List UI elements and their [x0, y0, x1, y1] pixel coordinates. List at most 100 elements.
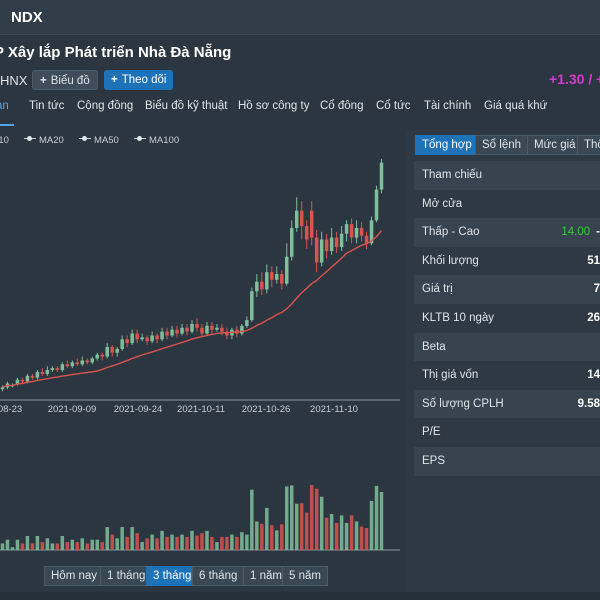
follow-button[interactable]: + Theo dõi — [104, 70, 174, 90]
volume-bar — [200, 533, 204, 550]
row-label: Khối lượng — [422, 254, 479, 267]
tab-technical-chart[interactable]: Biểu đồ kỹ thuật — [145, 100, 228, 112]
tab-statistics[interactable]: Thố — [577, 135, 600, 155]
volume-bar — [349, 515, 354, 550]
volume-bar — [245, 534, 249, 550]
candle-body — [220, 327, 224, 332]
volume-bar — [364, 528, 369, 550]
volume-bar — [120, 527, 124, 550]
volume-bar — [95, 539, 99, 550]
range-today[interactable]: Hôm nay — [44, 566, 105, 586]
legend-marker-icon — [24, 136, 36, 142]
candle-body — [260, 281, 264, 290]
candle-body — [130, 333, 134, 344]
candle-body — [210, 325, 214, 330]
candle-body — [265, 272, 269, 290]
active-tab-indicator — [0, 124, 14, 126]
volume-bar — [299, 503, 304, 550]
candle-body — [289, 227, 294, 257]
volume-bar — [334, 522, 339, 550]
volume-bar — [270, 525, 274, 550]
row-volume: Khối lượng 51 — [414, 247, 600, 276]
volume-bar — [45, 538, 50, 550]
volume-bar — [294, 503, 299, 550]
range-3-months[interactable]: 3 tháng — [146, 566, 199, 586]
candle-body — [75, 362, 80, 365]
volume-bar — [230, 534, 234, 550]
row-value-traded: Giá trị 7 — [414, 275, 600, 304]
volume-bar — [255, 521, 259, 550]
tab-order-book[interactable]: Sổ lệnh — [475, 135, 529, 155]
volume-bar — [195, 535, 199, 550]
range-5-years[interactable]: 5 năm — [282, 566, 328, 586]
volume-bar — [309, 485, 314, 550]
candle-body — [140, 337, 144, 340]
volume-bar — [135, 533, 139, 550]
price-chart[interactable]: 08-23 2021-09-09 2021-09-24 2021-10-11 2021-… — [0, 150, 400, 555]
candle-body — [20, 379, 25, 382]
volume-bar — [314, 488, 319, 550]
legend-item[interactable]: MA100 — [134, 135, 179, 146]
candle-body — [215, 327, 219, 330]
row-shares-outstanding: Số lượng CPLH 9.58 — [414, 389, 600, 419]
volume-bar — [30, 543, 35, 550]
candle-body — [304, 226, 309, 240]
volume-bar — [359, 526, 364, 550]
candle-body — [255, 281, 259, 292]
tab-shareholders[interactable]: Cổ đông — [320, 100, 364, 112]
chart-button[interactable]: + Biểu đồ — [32, 70, 98, 90]
tab-news[interactable]: Tin tức — [29, 100, 65, 112]
range-1-year[interactable]: 1 năm — [243, 566, 289, 586]
volume-bar — [75, 542, 80, 550]
legend-item[interactable]: MA50 — [79, 135, 119, 146]
candle-body — [15, 379, 20, 384]
tab-overview[interactable]: an — [0, 100, 9, 112]
x-tick-label: 2021-09-24 — [114, 404, 163, 415]
volume-bar — [125, 536, 129, 550]
range-6-months[interactable]: 6 tháng — [192, 566, 245, 586]
volume-bar — [55, 543, 60, 550]
candle-body — [275, 274, 279, 280]
volume-bar — [35, 535, 40, 550]
candle-body — [95, 354, 99, 359]
tab-price-levels[interactable]: Mức giá — [527, 135, 583, 155]
volume-bar — [85, 543, 90, 550]
candle-body — [339, 233, 344, 248]
tab-summary[interactable]: Tổng hợp — [415, 135, 479, 155]
candle-body — [324, 239, 329, 251]
range-1-month[interactable]: 1 tháng — [100, 566, 153, 586]
low-value: 14.00 — [561, 226, 591, 239]
legend-item[interactable]: A10 — [0, 135, 9, 146]
volume-bar — [70, 539, 75, 550]
tab-community[interactable]: Cộng đồng — [77, 100, 134, 112]
candle-body — [280, 274, 284, 284]
candle-body — [145, 337, 149, 342]
legend-item[interactable]: MA20 — [24, 135, 64, 146]
plus-icon: + — [40, 75, 47, 87]
volume-bar — [165, 536, 169, 550]
tab-price-history[interactable]: Giá quá khứ — [484, 100, 548, 112]
tab-dividends[interactable]: Cổ tức — [376, 100, 411, 112]
candle-body — [0, 387, 5, 390]
row-label: KLTB 10 ngày — [422, 311, 495, 324]
volume-bar — [10, 547, 15, 550]
volume-bar — [344, 522, 349, 550]
tab-financials[interactable]: Tài chính — [424, 100, 472, 112]
plus-icon: + — [111, 74, 118, 86]
candle-body — [40, 371, 45, 374]
candle-body — [120, 339, 124, 349]
tab-company-profile[interactable]: Hồ sơ công ty — [238, 100, 310, 112]
volume-bar — [145, 538, 149, 550]
candle-body — [349, 224, 354, 238]
company-name: P Xây lắp Phát triển Nhà Đà Nẵng — [0, 44, 232, 61]
candle-body — [374, 189, 379, 221]
window-title: NDX — [11, 9, 43, 26]
title-bar: NDX — [0, 0, 600, 35]
moving-average-line — [2, 230, 383, 388]
row-label: Thấp - Cao — [422, 226, 480, 239]
candle-body — [379, 162, 384, 190]
candle-body — [369, 220, 374, 244]
candle-body — [70, 362, 75, 367]
volume-bar — [130, 527, 134, 550]
candle-body — [135, 333, 139, 340]
